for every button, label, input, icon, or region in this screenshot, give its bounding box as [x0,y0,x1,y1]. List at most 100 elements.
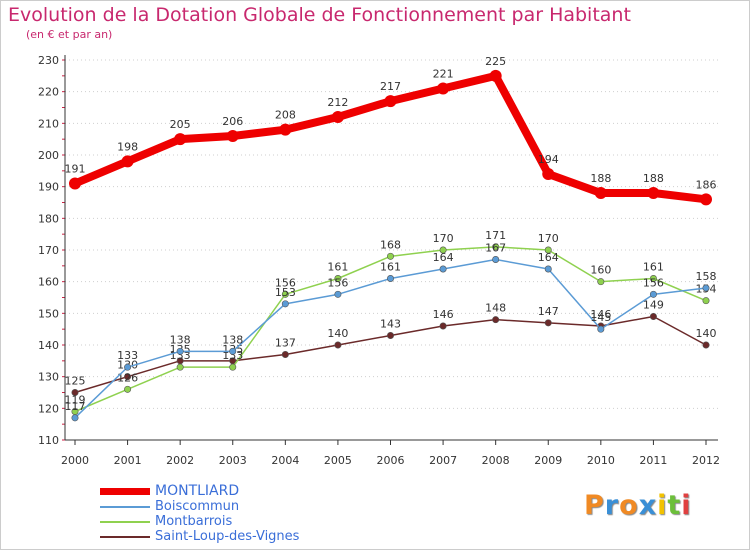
data-label: 125 [65,375,86,388]
data-point [544,265,552,273]
x-tick-label: 2003 [219,454,247,467]
x-tick-label: 2002 [166,454,194,467]
y-tick-label: 190 [38,181,59,194]
legend-entry-montliard[interactable]: MONTLIARD [100,484,400,499]
legend-swatch-boiscommun [100,506,150,508]
y-tick-label: 230 [38,54,59,67]
legend-entry-saint-loup-des-vignes[interactable]: Saint-Loup-des-Vignes [100,529,400,544]
data-label: 149 [643,299,664,312]
legend-label-saint-loup-des-vignes: Saint-Loup-des-Vignes [155,529,300,544]
legend-entry-montbarrois[interactable]: Montbarrois [100,514,400,529]
data-point [334,290,342,298]
data-label: 119 [65,394,86,407]
data-label: 191 [65,163,86,176]
data-label: 217 [380,80,401,93]
legend-label-montliard: MONTLIARD [155,483,240,499]
data-label: 198 [117,140,138,153]
y-tick-label: 220 [38,86,59,99]
data-label: 205 [170,118,191,131]
data-point [439,322,447,330]
data-point [334,341,342,349]
data-point [492,316,500,324]
data-point [594,187,607,199]
data-label: 221 [433,68,454,81]
data-label: 168 [380,238,401,251]
data-label: 171 [485,229,506,242]
data-point [492,243,500,251]
logo-letter: i [657,490,668,521]
logo-letter: x [638,490,658,521]
y-tick-label: 210 [38,117,59,130]
data-label: 145 [590,311,611,324]
y-tick-label: 110 [38,434,59,447]
y-tick-label: 160 [38,276,59,289]
data-label: 158 [696,270,717,283]
y-tick-label: 120 [38,402,59,415]
y-tick-label: 170 [38,244,59,257]
chart-subtitle: (en € et par an) [26,28,113,41]
y-tick-label: 200 [38,149,59,162]
data-point [384,95,397,108]
logo-letter: o [619,490,639,521]
logo-letter: P [584,490,605,521]
y-tick-label: 140 [38,339,59,352]
line-chart: 110 120 130 140 150 160 170 180 190 200 210 220 230 2… [38,54,720,467]
proxiti-logo: Proxiti [584,490,692,521]
data-label: 133 [222,349,243,362]
data-label: 146 [433,308,454,321]
data-label: 137 [275,337,296,350]
data-point [176,347,184,355]
data-label: 138 [170,333,191,346]
legend-entry-boiscommun[interactable]: Boiscommun [100,499,400,514]
y-tick-label: 180 [38,212,59,225]
data-label: 170 [538,232,559,245]
x-tick-label: 2011 [639,454,667,467]
data-label: 156 [327,276,348,289]
data-label: 153 [275,286,296,299]
data-label: 133 [117,349,138,362]
legend: MONTLIARD Boiscommun Montbarrois Saint-L… [100,484,400,544]
data-label: 156 [643,276,664,289]
data-point [386,274,394,282]
data-label: 143 [380,318,401,331]
data-point [649,290,657,298]
data-point [124,385,132,393]
x-tick-label: 2012 [692,454,720,467]
data-label: 138 [222,333,243,346]
data-point [229,347,237,355]
legend-swatch-montliard [100,488,150,495]
data-label: 186 [696,178,717,191]
data-point [124,363,132,371]
data-point [229,363,237,371]
data-point [331,111,344,123]
data-point [386,252,394,260]
data-point [700,193,712,206]
data-point [71,414,79,422]
data-point [279,123,292,136]
x-tick-label: 2010 [587,454,615,467]
data-point [702,284,710,292]
data-point [176,363,184,371]
x-tick-label: 2007 [429,454,457,467]
data-label: 156 [275,276,296,289]
data-label: 164 [538,251,559,264]
data-point [597,325,605,333]
data-point [647,187,660,199]
legend-swatch-montbarrois [100,521,150,523]
data-label: 225 [485,55,506,68]
x-tick-label: 2009 [534,454,562,467]
data-label: 146 [590,308,611,321]
data-label: 206 [222,115,243,128]
data-label: 140 [327,327,348,340]
data-label: 167 [485,242,506,255]
data-point [439,265,447,273]
series-line-montliard [71,71,710,204]
data-label: 188 [590,172,611,185]
data-label: 212 [327,96,348,109]
data-label: 126 [117,371,138,384]
data-point [386,331,394,339]
data-label: 170 [433,232,454,245]
data-point [69,177,81,190]
data-point [649,274,657,282]
data-label: 188 [643,172,664,185]
